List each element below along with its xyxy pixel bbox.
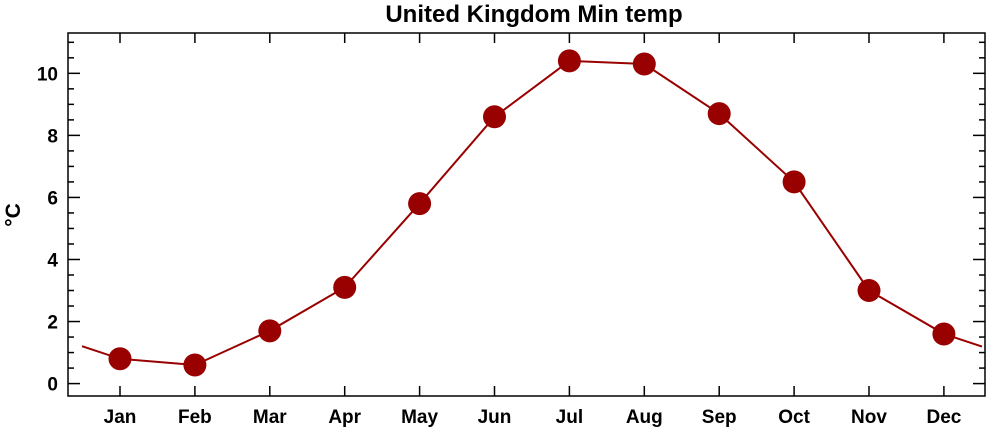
data-point-feb	[183, 353, 207, 377]
y-tick-label: 6	[47, 188, 58, 209]
data-point-may	[408, 192, 432, 216]
chart-title: United Kingdom Min temp	[385, 1, 682, 28]
x-tick-label: Jan	[104, 407, 137, 428]
x-tick-label: Dec	[926, 407, 961, 428]
x-tick-label: Jun	[478, 407, 512, 428]
data-point-jul	[557, 49, 581, 73]
x-tick-label: Nov	[851, 407, 887, 428]
data-point-mar	[258, 319, 282, 343]
x-tick-label: Jul	[556, 407, 583, 428]
data-point-jan	[108, 347, 132, 371]
y-axis-label: °C	[2, 203, 25, 227]
y-tick-label: 4	[47, 250, 58, 271]
x-tick-labels: Jan Feb Mar Apr May Jun Jul Aug Sep Oct Nov Dec	[104, 407, 962, 428]
y-tick-label: 0	[47, 375, 58, 396]
axis-ticks	[68, 33, 985, 396]
series-line	[81, 59, 983, 367]
x-tick-label: Oct	[778, 407, 810, 428]
data-point-oct	[782, 170, 806, 194]
y-tick-label: 2	[47, 313, 58, 334]
x-tick-label: Mar	[253, 407, 287, 428]
x-tick-label: Aug	[626, 407, 663, 428]
data-point-nov	[857, 279, 881, 303]
x-tick-label: Sep	[702, 407, 737, 428]
plot-frame	[67, 32, 986, 397]
y-tick-label: 8	[47, 126, 58, 147]
data-point-jun	[483, 105, 506, 129]
data-point-apr	[333, 275, 357, 299]
data-point-sep	[707, 102, 731, 126]
y-tick-labels: 0 2 4 6 8 10	[37, 64, 59, 395]
x-tick-label: Feb	[178, 407, 212, 428]
series-min-temp	[81, 49, 983, 377]
data-point-aug	[632, 52, 656, 76]
data-point-dec	[932, 322, 956, 346]
x-tick-label: May	[401, 407, 438, 428]
y-tick-label: 10	[37, 64, 58, 85]
x-tick-label: Apr	[328, 407, 361, 428]
